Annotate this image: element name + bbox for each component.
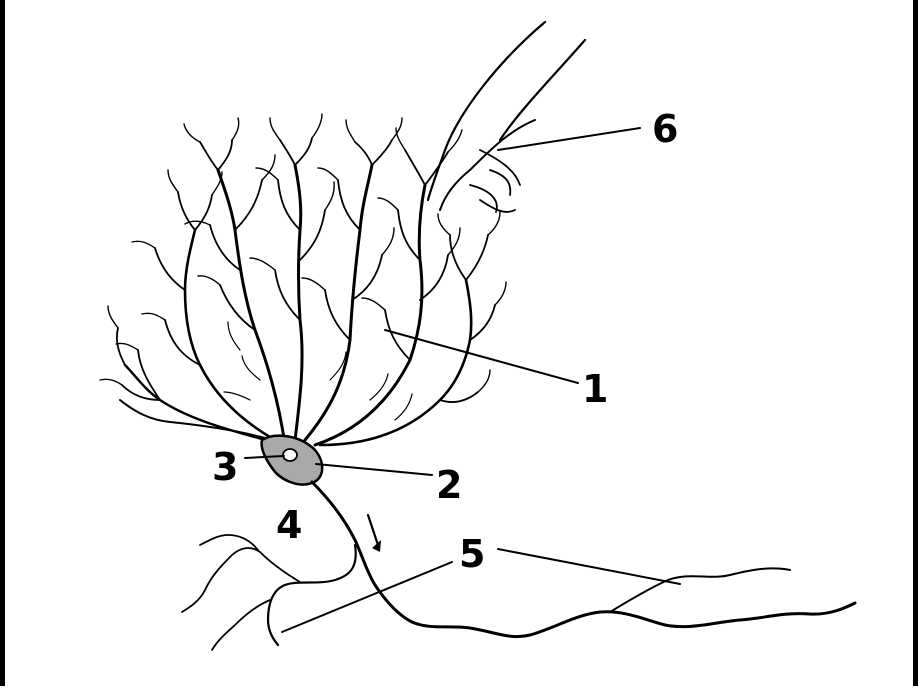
direction-arrow-shaft	[366, 513, 380, 547]
leader-line-1	[384, 329, 579, 384]
label-2: 2	[436, 463, 462, 507]
label-4: 4	[276, 503, 302, 547]
soma	[260, 434, 324, 486]
climbing-fibers	[426, 20, 587, 213]
label-5: 5	[459, 532, 485, 576]
axon	[181, 480, 857, 651]
label-6: 6	[652, 107, 678, 151]
leader-lines	[244, 127, 681, 633]
label-1: 1	[582, 367, 608, 411]
leader-line-6	[497, 127, 641, 151]
leader-line-5a	[497, 548, 681, 585]
labels: 6 1 2 3 4 5	[212, 107, 678, 576]
leader-line-5b	[281, 561, 453, 633]
dendritic-tree	[99, 113, 507, 447]
frame-left-border	[0, 0, 5, 686]
frame-right-border	[913, 0, 918, 686]
label-3: 3	[212, 445, 238, 489]
direction-arrow-head	[372, 540, 381, 552]
nucleus	[282, 448, 298, 462]
leader-line-3	[244, 455, 285, 459]
leader-line-2	[315, 463, 433, 476]
